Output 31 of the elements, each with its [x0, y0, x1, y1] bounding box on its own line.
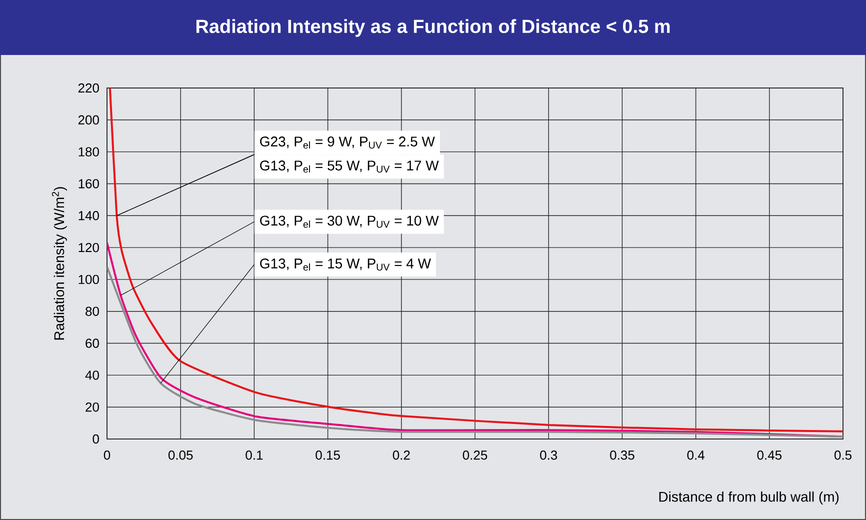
- x-tick-label: 0.35: [610, 450, 634, 460]
- x-tick-label: 0.4: [687, 450, 704, 460]
- annotation: G23, P$_{el}$ = 9 W, P$_{UV}$ = 2.5 W: [260, 136, 435, 149]
- x-tick-label: 0.3: [540, 450, 558, 460]
- annotation: G13, P$_{el}$ = 30 W, P$_{UV}$ = 10 W: [260, 216, 439, 228]
- x-tick-label: 0: [104, 450, 110, 460]
- y-axis-title: Radiation itensity (W/m$^{2}$): [52, 187, 67, 340]
- y-tick-label: 220: [78, 83, 99, 93]
- x-tick-label: 0.2: [392, 450, 410, 460]
- y-tick-label: 20: [86, 402, 99, 412]
- x-axis-title: Distance d from bulb wall (m): [659, 491, 839, 505]
- x-tick-label: 0.45: [757, 450, 782, 460]
- chart-title: Radiation Intensity as a Function of Distance < 0.5 m: [196, 19, 670, 37]
- x-tick-label: 0.5: [834, 450, 852, 460]
- y-tick-label: 100: [78, 274, 99, 284]
- y-tick-label: 200: [78, 115, 99, 125]
- annotation: G13, P$_{el}$ = 55 W, P$_{UV}$ = 17 W: [260, 160, 439, 173]
- annotation: G13, P$_{el}$ = 15 W, P$_{UV}$ = 4 W: [260, 258, 431, 271]
- y-tick-label: 180: [78, 147, 99, 156]
- y-tick-label: 0: [92, 434, 99, 444]
- y-tick-label: 80: [86, 306, 99, 316]
- y-tick-label: 160: [78, 179, 99, 188]
- x-tick-label: 0.05: [168, 450, 193, 460]
- x-tick-label: 0.15: [316, 450, 340, 460]
- y-tick-label: 40: [85, 370, 99, 380]
- x-tick-label: 0.25: [462, 450, 488, 460]
- y-tick-label: 60: [86, 338, 99, 348]
- y-tick-label: 140: [78, 211, 99, 220]
- y-tick-label: 120: [78, 242, 99, 252]
- line-series: [108, 88, 844, 432]
- x-tick-label: 0.1: [246, 450, 263, 460]
